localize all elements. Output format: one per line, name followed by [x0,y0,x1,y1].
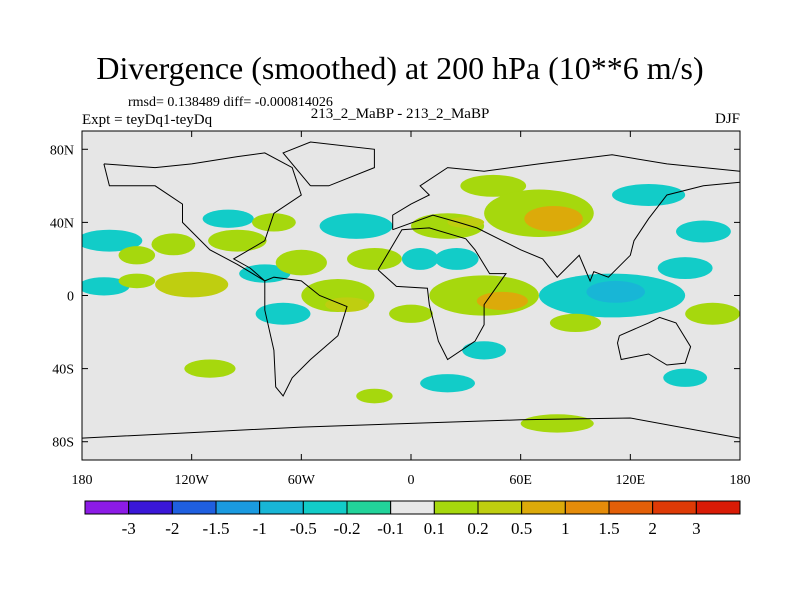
coastline-layer [82,141,740,439]
field-blob-16 [401,247,439,270]
coastline-4 [392,154,740,283]
field-blob-33 [389,304,433,323]
colorbar-swatch [695,500,741,515]
colorbar-swatch [128,500,173,515]
x-tick-label: 60W [288,473,316,488]
colorbar-label: 0.1 [424,519,445,538]
field-blob-5 [151,233,196,256]
colorbar-swatch [390,500,435,515]
field-blob-2 [82,277,130,296]
colorbar-label: 1.5 [598,519,619,538]
field-blob-3 [118,273,156,289]
y-tick-label: 40S [52,363,74,378]
coastline-5 [616,316,692,366]
field-blob-31 [549,313,602,333]
field-blob-35 [356,388,393,404]
colorbar-swatch [259,500,304,515]
field-blob-21 [524,205,583,232]
colorbar-label: -0.1 [377,519,404,538]
chart-title: Divergence (smoothed) at 200 hPa (10**6 … [96,50,704,86]
field-blob-7 [208,229,267,252]
case-label: 213_2_MaBP - 213_2_MaBP [310,106,490,122]
colorbar-swatch [652,500,697,515]
x-tick-label: 60E [509,473,532,488]
colorbar-label: -1 [253,519,267,538]
field-blob-29 [657,257,713,280]
field-blob-34 [184,359,236,378]
field-blob-11 [255,302,311,325]
colorbar-swatch [302,500,348,515]
colorbar-swatch [521,500,566,515]
colorbar-swatch [608,500,654,515]
field-blob-14 [319,213,393,239]
field-blob-23 [676,220,731,243]
colorbar-swatch [171,500,217,515]
x-tick-label: 120E [616,473,646,488]
colorbar-label: 3 [692,519,701,538]
field-blob-32 [462,341,507,360]
field-blob-18 [447,216,485,228]
colorbar-label: 2 [648,519,657,538]
y-tick-label: 80N [50,143,74,158]
field-blob-38 [663,368,708,387]
field-blob-37 [520,414,594,433]
axes: 180 120W 60W 0 60E 120E 180 80N 40N 0 40S 80S [50,131,751,488]
field-blob-1 [118,246,156,265]
field-blob-19 [460,174,527,197]
coastline-6 [82,417,740,439]
field-blob-22 [612,184,686,206]
colorbar-swatch [215,500,261,515]
x-tick-label: 0 [408,473,415,488]
colorbar-label: -2 [165,519,179,538]
field-blob-6 [202,209,254,228]
colorbar-label: -0.5 [290,519,317,538]
x-tick-label: 120W [175,473,210,488]
coastline-3 [377,227,507,361]
field-blob-30 [685,302,740,325]
field-blob-0 [82,229,143,252]
colorbar-swatch [433,500,479,515]
coastline-2 [282,141,375,187]
coastline-0 [103,152,302,282]
colorbar-label: -3 [122,519,136,538]
y-tick-label: 40N [50,216,74,231]
colorbar-label: 0.2 [467,519,488,538]
colorbar-label: 1 [561,519,570,538]
field-blob-36 [420,374,475,393]
stats-label: rmsd= 0.138489 diff= -0.000814026 [128,95,333,110]
coastline-1 [264,276,348,397]
experiment-label: Expt = teyDq1-teyDq [82,112,213,128]
field-blob-26 [434,247,479,270]
field-blob-28 [586,280,645,303]
colorbar-swatch [346,500,392,515]
x-tick-label: 180 [730,473,751,488]
colorbar-swatch [84,500,130,515]
field-blob-15 [347,247,402,270]
season-label: DJF [714,111,740,127]
colorbar-label: -1.5 [203,519,230,538]
field-blob-10 [275,249,327,276]
colorbar-label: 0.5 [511,519,532,538]
y-tick-label: 0 [67,290,74,305]
field-blob-13 [325,297,369,312]
colorbar-label: -0.2 [334,519,361,538]
contour-fill-layer [82,174,740,433]
field-blob-8 [251,213,296,232]
colorbar-swatch [477,500,523,515]
colorbar: -3 -2 -1.5 -1 -0.5 -0.2 -0.1 0.1 0.2 0.5 1 1.5 2 3 [84,500,741,538]
x-tick-label: 180 [72,473,93,488]
field-blob-4 [155,271,229,298]
y-tick-label: 80S [52,436,74,451]
colorbar-swatch [564,500,610,515]
